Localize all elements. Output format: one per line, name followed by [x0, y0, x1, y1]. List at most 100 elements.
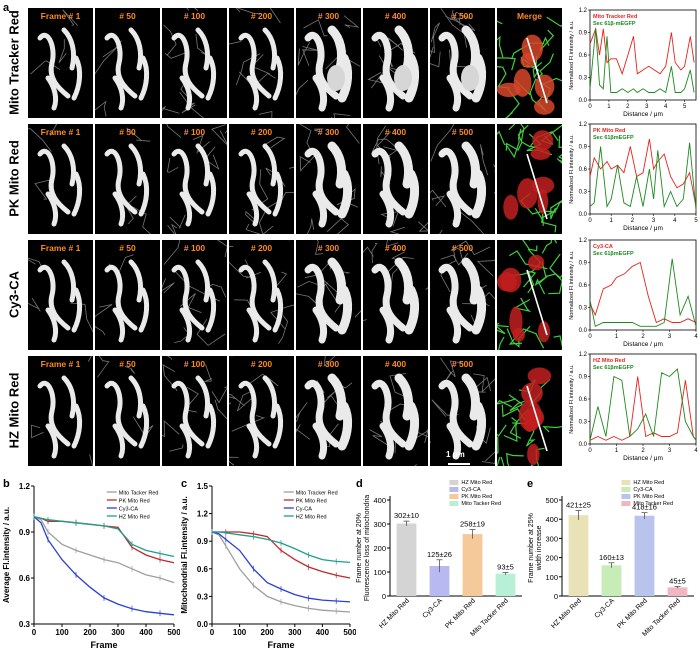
- legend-swatch: [449, 480, 459, 485]
- legend-entry: Mito Tacker Red: [461, 501, 501, 507]
- x-tick-label: 500: [167, 628, 180, 637]
- x-axis-label: Distance / μm: [623, 225, 663, 232]
- legend-entry: PK Mito Red: [593, 128, 625, 134]
- x-tick-label: 4: [694, 334, 698, 340]
- frame-label: # 400: [384, 359, 407, 369]
- bar: [667, 587, 688, 596]
- y-axis-label: Normalized Fl.intensity / a.u.: [569, 364, 575, 434]
- legend-entry: HZ Mito Red: [633, 480, 664, 486]
- legend-swatch: [621, 487, 631, 492]
- frame-tile: # 200: [229, 356, 294, 466]
- legend-entry: PK Mito Red: [633, 494, 664, 500]
- series-line: [589, 27, 695, 76]
- merge-tile: Merge: [497, 124, 562, 234]
- y-tick-label: 500: [545, 496, 558, 505]
- y-axis-label: Fluorescence loss of mitochondria: [364, 495, 371, 601]
- x-tick-label: 3: [652, 218, 656, 224]
- frame-tile: # 50: [95, 124, 160, 234]
- frame-tile: # 50: [95, 240, 160, 350]
- x-axis-label: Frame: [267, 640, 294, 650]
- x-tick-label: 1: [615, 448, 619, 454]
- scale-bar-label: 1 μm: [446, 450, 465, 459]
- bar: [495, 573, 516, 596]
- frame-label: # 200: [250, 127, 273, 137]
- panel-letter-e: e: [527, 478, 534, 490]
- x-tick-label: 0: [32, 628, 37, 637]
- series-line: [211, 531, 351, 613]
- frame-tile: # 50: [95, 8, 160, 118]
- x-tick-label: 200: [83, 628, 97, 637]
- data-label: 258±19: [460, 520, 485, 529]
- y-tick-label: 0.6: [19, 574, 31, 583]
- legend-entry: HZ Mito Red: [296, 515, 327, 521]
- x-tick-label: 5: [694, 218, 698, 224]
- legend-swatch: [449, 494, 459, 499]
- x-tick-label: HZ Mito Red: [550, 597, 583, 630]
- frame-tile: # 100: [162, 356, 227, 466]
- x-tick-label: 100: [233, 628, 247, 637]
- y-tick-label: 200: [373, 544, 386, 553]
- y-tick-label: 1.2: [197, 510, 209, 519]
- x-tick-label: 0: [588, 448, 592, 454]
- series-line: [589, 28, 695, 94]
- frame-tile: # 500: [430, 240, 495, 350]
- x-tick-label: 100: [55, 628, 69, 637]
- series-line: [589, 138, 697, 207]
- y-tick-label: 0.3: [19, 620, 31, 629]
- series-line: [589, 258, 697, 327]
- y-tick-label: 0.3: [579, 420, 588, 426]
- x-tick-label: HZ Mito Red: [378, 597, 411, 630]
- frame-label: # 400: [384, 11, 407, 21]
- merge-tile: Merge: [497, 8, 562, 118]
- y-axis-label: Normalized Fl.intensity / a.u.: [569, 250, 575, 320]
- frame-tile: Frame # 1: [28, 240, 93, 350]
- frame-label: # 100: [183, 127, 206, 137]
- frame-tile: # 100: [162, 124, 227, 234]
- x-tick-label: 1: [610, 218, 614, 224]
- x-tick-label: 400: [316, 628, 330, 637]
- x-tick-label: 2: [631, 218, 635, 224]
- y-tick-label: 0.9: [579, 375, 588, 381]
- series-line: [33, 516, 175, 616]
- y-tick-label: 0.6: [579, 283, 588, 289]
- chart-b-average-intensity: 0.3 0.6 0.9 1.2 0 100 200 300 400 500 Frame Average…: [2, 482, 180, 650]
- legend-entry: Mito Tacker Red: [633, 501, 673, 507]
- frame-label: # 500: [451, 127, 474, 137]
- x-tick-label: 3: [668, 334, 672, 340]
- bar: [568, 515, 589, 596]
- x-tick-label: Cy3-CA: [422, 597, 445, 620]
- y-tick-label: 300: [373, 520, 386, 529]
- y-tick-label: 1.2: [579, 238, 588, 244]
- data-label: 45±5: [669, 576, 686, 585]
- frame-label: # 50: [119, 11, 136, 21]
- y-tick-label: 1.2: [579, 352, 588, 358]
- frame-tile: # 300: [296, 356, 361, 466]
- bar: [462, 534, 483, 596]
- legend-entry: PK Mito Red: [119, 499, 150, 505]
- frame-tile: # 400: [363, 8, 428, 118]
- legend-entry: Sec 61β-mEGFP: [593, 21, 636, 27]
- frame-label: # 200: [250, 243, 273, 253]
- legend-entry: PK Mito Red: [461, 494, 492, 500]
- frame-label: # 100: [183, 11, 206, 21]
- frame-tile: Frame # 1: [28, 356, 93, 466]
- y-axis-label: Normalized Fl.intensity / a.u.: [569, 134, 575, 204]
- y-axis-label: Frame number at 25%: [528, 513, 535, 583]
- merge-tile: Merge: [497, 240, 562, 350]
- y-axis-label: Normalized Fl.intensity / a.u.: [569, 20, 575, 90]
- legend-entry: Cy3-CA: [461, 487, 481, 493]
- y-tick-label: 400: [545, 515, 558, 524]
- frame-tile: # 200: [229, 124, 294, 234]
- x-tick-label: 200: [261, 628, 275, 637]
- merge-tile: Merge: [497, 356, 562, 466]
- frame-label: # 200: [250, 11, 273, 21]
- legend-entry: PK Mito Red: [296, 499, 327, 505]
- legend-swatch: [449, 501, 459, 506]
- legend-entry: Mito Tracker Red: [593, 14, 637, 20]
- frame-label: # 300: [317, 127, 340, 137]
- row-label: PK Mito Red: [6, 140, 22, 217]
- y-tick-label: 0.6: [579, 167, 588, 173]
- frame-label: # 400: [384, 127, 407, 137]
- frame-tile: Frame # 1: [28, 8, 93, 118]
- legend-swatch: [621, 480, 631, 485]
